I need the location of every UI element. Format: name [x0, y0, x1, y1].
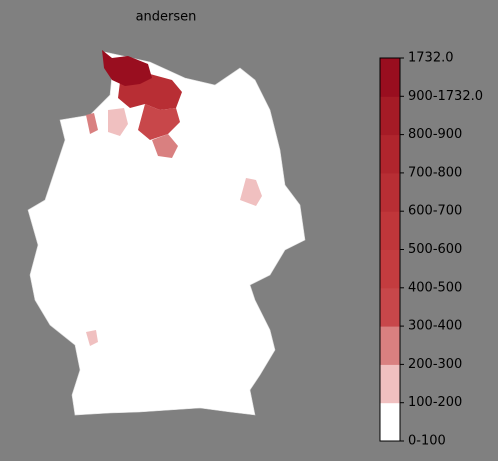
- region-highlight: [86, 113, 98, 134]
- colorbar-label: 200-300: [408, 357, 462, 372]
- colorbar-label: 100-200: [408, 395, 462, 410]
- colorbar-band: [380, 364, 400, 404]
- colorbar-band: [380, 172, 400, 212]
- region-highlight: [152, 134, 178, 158]
- country-outline: [27, 51, 306, 416]
- colorbar-label: 300-400: [408, 319, 462, 334]
- region-highlight: [102, 50, 152, 86]
- colorbar-band: [380, 326, 400, 365]
- colorbar-label: 0-100: [408, 434, 446, 449]
- colorbar-label: 900-1732.0: [408, 89, 483, 104]
- colorbar: 0-100 100-200 200-300 300-400 400-500 500-600…: [379, 51, 483, 449]
- colorbar-label: 600-700: [408, 204, 462, 219]
- colorbar-band: [380, 211, 400, 250]
- region-highlight: [86, 330, 98, 346]
- colorbar-label: 400-500: [408, 280, 462, 295]
- colorbar-band: [380, 249, 400, 289]
- colorbar-band: [380, 402, 400, 442]
- colorbar-band: [380, 96, 400, 136]
- colorbar-label: 500-600: [408, 242, 462, 257]
- colorbar-band: [380, 287, 400, 327]
- colorbar-band: [380, 134, 400, 174]
- colorbar-label: 700-800: [408, 165, 462, 180]
- region-highlight: [108, 108, 128, 136]
- map-title: andersen: [136, 10, 197, 25]
- region-highlight: [240, 178, 262, 206]
- region-highlight: [138, 104, 180, 140]
- colorbar-band: [380, 58, 400, 97]
- colorbar-label: 800-900: [408, 127, 462, 142]
- colorbar-label: 1732.0: [408, 51, 454, 66]
- germany-map: [27, 50, 306, 416]
